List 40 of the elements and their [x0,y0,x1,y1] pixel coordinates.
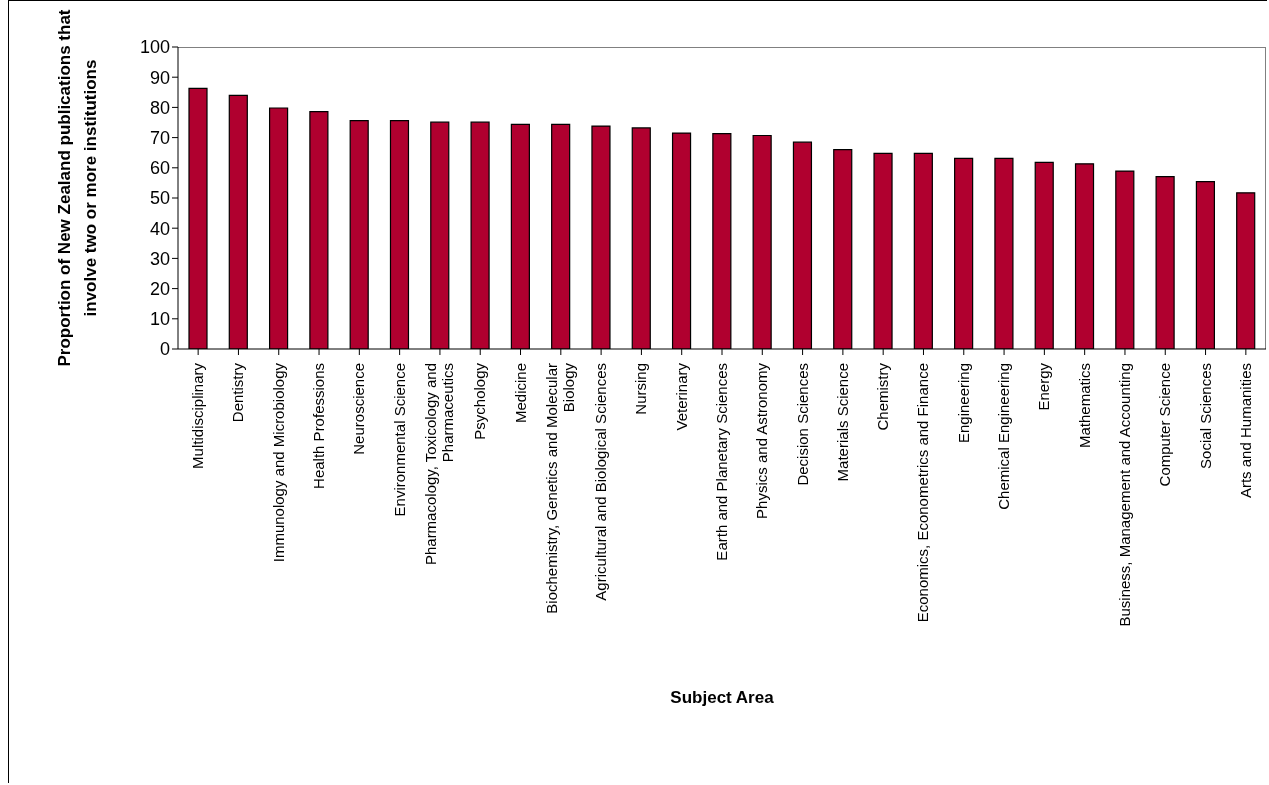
x-tick-label: Nursing [632,363,650,415]
y-tick-label: 20 [149,278,170,299]
x-tick-label: Agricultural and Biological Sciences [592,363,610,601]
x-tick-label: Business, Management and Accounting [1115,363,1133,627]
x-tick-label: Neuroscience [350,363,368,455]
y-tick-label: 80 [149,97,170,118]
x-tick-label: Chemical Engineering [995,363,1013,510]
x-tick-label: Veterinary [672,362,690,431]
x-tick-label: Decision Sciences [793,363,811,486]
x-tick-label: Engineering [954,363,972,444]
y-tick-label: 100 [139,37,170,58]
x-tick-label: Materials Science [833,363,851,482]
x-tick-label: Psychology [471,362,489,440]
x-tick-label: Physics and Astronomy [753,362,771,519]
x-tick-label: Environmental Science [390,363,408,517]
x-tick-label: Mathematics [1075,363,1093,449]
x-tick-label: Arts and Humanities [1236,363,1254,499]
y-tick-label: 30 [149,248,170,269]
y-tick-label: 40 [149,218,170,239]
x-tick-label: Social Sciences [1196,363,1214,469]
y-tick-label: 10 [149,309,170,330]
x-tick-label: Earth and Planetary Sciences [713,363,730,561]
x-tick-label: Health Professions [310,363,328,489]
x-tick-label: Biochemistry, Genetics and Molecular Biology [543,362,578,614]
y-axis-title: Proportion of New Zealand publications that involve two or more institutions [55,9,100,367]
x-tick-label: Multidisciplinary [189,362,207,469]
x-tick-label: Energy [1035,362,1053,411]
x-tick-label: Pharmacology, Toxicology and Pharmaceutics [422,363,457,566]
y-tick-label: 50 [149,188,170,209]
x-tick-label: Medicine [511,363,529,424]
x-tick-label: Economics, Econometrics and Finance [914,363,932,623]
x-axis-title: Subject Area [670,688,775,707]
x-tick-label: Dentistry [229,362,247,423]
x-tick-label: Computer Science [1156,363,1174,487]
y-tick-label: 0 [159,339,170,360]
y-tick-label: 60 [149,158,170,179]
x-tick-label: Immunology and Microbiology [269,362,287,563]
y-tick-label: 90 [149,67,170,88]
x-tick-label: Chemistry [874,362,892,431]
y-tick-label: 70 [149,127,170,148]
